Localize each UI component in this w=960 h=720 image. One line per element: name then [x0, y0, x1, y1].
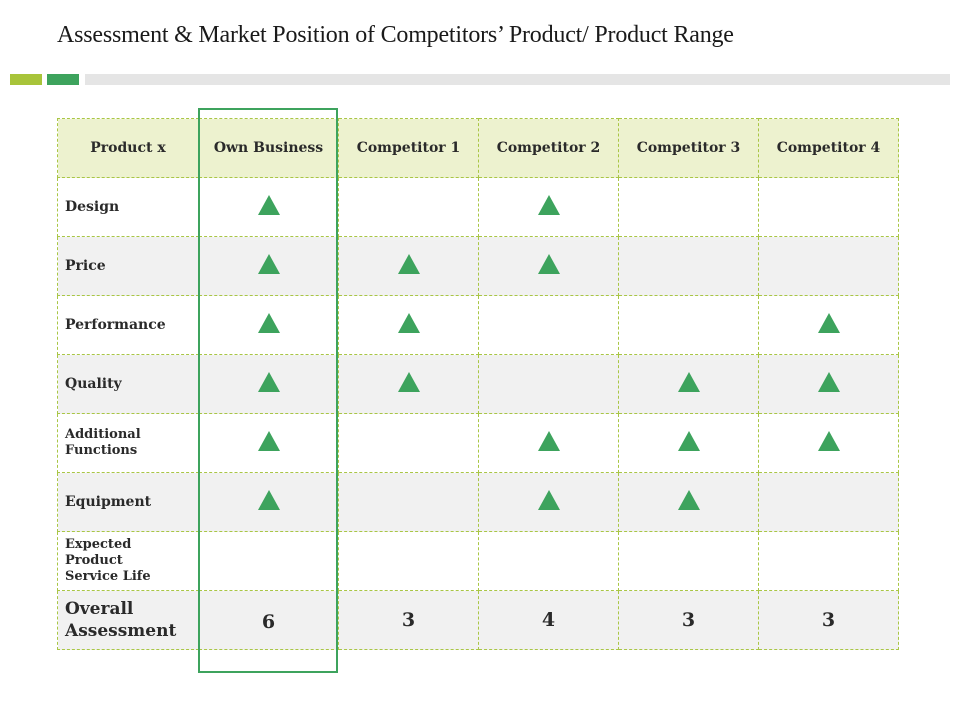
- page-title: Assessment & Market Position of Competit…: [57, 22, 734, 48]
- cell-competitor-4: [758, 472, 899, 532]
- row-label: Design: [57, 177, 199, 237]
- total-competitor-4: 3: [758, 590, 899, 650]
- cell-own-business: [198, 354, 339, 414]
- cell-competitor-4: [758, 236, 899, 296]
- cell-competitor-4: [758, 413, 899, 473]
- table-row: Additional Functions: [57, 413, 899, 473]
- green-up-triangle-icon: [537, 254, 560, 274]
- green-up-triangle-icon: [257, 431, 280, 451]
- cell-competitor-1: [338, 413, 479, 473]
- green-up-triangle-icon: [257, 195, 280, 215]
- header-competitor-2: Competitor 2: [478, 118, 619, 178]
- row-label: Equipment: [57, 472, 199, 532]
- cell-competitor-1: [338, 354, 479, 414]
- total-row: Overall Assessment 6 3 4 3 3: [57, 590, 899, 650]
- green-up-triangle-icon: [537, 431, 560, 451]
- cell-competitor-3: [618, 177, 759, 237]
- total-own-business: 6: [198, 590, 339, 650]
- row-label: Additional Functions: [57, 413, 199, 473]
- cell-competitor-4: [758, 531, 899, 591]
- table-row: Expected Product Service Life: [57, 531, 899, 591]
- cell-competitor-2: [478, 413, 619, 473]
- row-label: Expected Product Service Life: [57, 531, 199, 591]
- green-up-triangle-icon: [257, 254, 280, 274]
- green-up-triangle-icon: [537, 490, 560, 510]
- row-label: Quality: [57, 354, 199, 414]
- total-label: Overall Assessment: [57, 590, 199, 650]
- row-label: Performance: [57, 295, 199, 355]
- green-up-triangle-icon: [817, 313, 840, 333]
- header-product: Product x: [57, 118, 199, 178]
- green-up-triangle-icon: [677, 490, 700, 510]
- header-competitor-4: Competitor 4: [758, 118, 899, 178]
- cell-competitor-1: [338, 177, 479, 237]
- table-row: Price: [57, 236, 899, 296]
- table-row: Design: [57, 177, 899, 237]
- cell-own-business: [198, 472, 339, 532]
- green-up-triangle-icon: [257, 490, 280, 510]
- cell-competitor-1: [338, 295, 479, 355]
- cell-own-business: [198, 236, 339, 296]
- cell-competitor-4: [758, 295, 899, 355]
- row-label: Price: [57, 236, 199, 296]
- cell-own-business: [198, 413, 339, 473]
- cell-competitor-3: [618, 531, 759, 591]
- cell-competitor-3: [618, 472, 759, 532]
- cell-competitor-3: [618, 295, 759, 355]
- green-up-triangle-icon: [537, 195, 560, 215]
- table-row: Performance: [57, 295, 899, 355]
- accent-bar-lime: [10, 74, 42, 85]
- cell-competitor-3: [618, 354, 759, 414]
- green-up-triangle-icon: [397, 372, 420, 392]
- green-up-triangle-icon: [817, 372, 840, 392]
- cell-competitor-2: [478, 472, 619, 532]
- total-competitor-2: 4: [478, 590, 619, 650]
- table-row: Equipment: [57, 472, 899, 532]
- cell-own-business: [198, 531, 339, 591]
- cell-competitor-3: [618, 236, 759, 296]
- cell-competitor-1: [338, 531, 479, 591]
- table-row: Quality: [57, 354, 899, 414]
- green-up-triangle-icon: [257, 372, 280, 392]
- cell-competitor-2: [478, 531, 619, 591]
- header-row: Product x Own Business Competitor 1 Comp…: [57, 118, 899, 178]
- green-up-triangle-icon: [397, 254, 420, 274]
- cell-competitor-2: [478, 177, 619, 237]
- green-up-triangle-icon: [257, 313, 280, 333]
- assessment-table: Product x Own Business Competitor 1 Comp…: [57, 118, 899, 650]
- cell-competitor-1: [338, 472, 479, 532]
- header-competitor-1: Competitor 1: [338, 118, 479, 178]
- green-up-triangle-icon: [397, 313, 420, 333]
- accent-bar-green: [47, 74, 79, 85]
- cell-competitor-2: [478, 295, 619, 355]
- header-competitor-3: Competitor 3: [618, 118, 759, 178]
- total-competitor-1: 3: [338, 590, 479, 650]
- green-up-triangle-icon: [677, 372, 700, 392]
- divider-bar: [85, 74, 950, 85]
- total-competitor-3: 3: [618, 590, 759, 650]
- header-own-business: Own Business: [198, 118, 339, 178]
- cell-own-business: [198, 295, 339, 355]
- cell-competitor-4: [758, 177, 899, 237]
- green-up-triangle-icon: [817, 431, 840, 451]
- green-up-triangle-icon: [677, 431, 700, 451]
- cell-competitor-2: [478, 354, 619, 414]
- cell-competitor-4: [758, 354, 899, 414]
- cell-competitor-3: [618, 413, 759, 473]
- cell-competitor-2: [478, 236, 619, 296]
- cell-competitor-1: [338, 236, 479, 296]
- cell-own-business: [198, 177, 339, 237]
